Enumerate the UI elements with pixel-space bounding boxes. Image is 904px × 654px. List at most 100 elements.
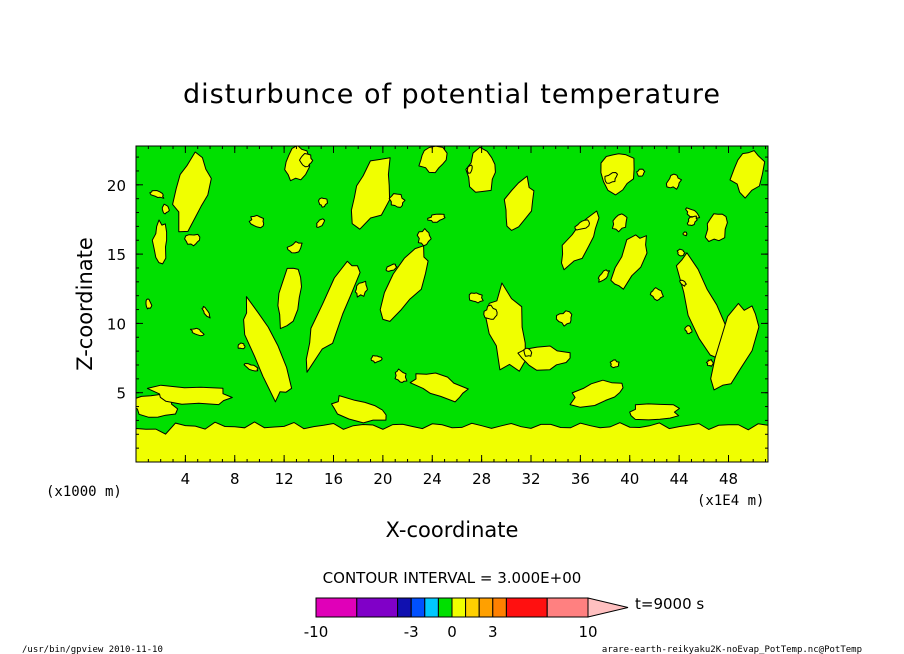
anomaly-region — [485, 282, 526, 372]
y-unit-label: (x1000 m) — [46, 484, 122, 500]
anomaly-region — [184, 233, 201, 247]
x-tick-label: 44 — [670, 470, 689, 488]
colorbar-tick-label: 3 — [488, 623, 498, 641]
anomaly-region — [427, 213, 446, 223]
x-tick-label: 12 — [275, 470, 294, 488]
anomaly-region — [394, 368, 408, 383]
anomaly-region — [189, 327, 205, 337]
anomaly-region — [243, 296, 293, 403]
anomaly-region — [597, 269, 610, 283]
anomaly-region — [416, 228, 432, 247]
anomaly-region — [483, 304, 498, 320]
anomaly-region — [299, 153, 314, 168]
y-axis: 5 10 15 20 — [107, 156, 768, 449]
anomaly-region — [609, 359, 620, 369]
x-tick-label: 40 — [620, 470, 639, 488]
anomaly-region — [682, 231, 688, 237]
anomaly-region — [161, 203, 170, 215]
colorbar-extend-arrow — [587, 597, 629, 618]
anomaly-region — [665, 173, 682, 190]
x-axis-label: X-coordinate — [386, 518, 519, 542]
anomaly-region — [676, 248, 686, 257]
anomaly-region — [354, 280, 368, 298]
colorbar-segment — [315, 597, 358, 618]
footer-right: arare-earth-reikyaku2K-noEvap_PotTemp.nc… — [602, 645, 862, 654]
positive-anomaly-regions — [136, 146, 768, 462]
colorbar-segment — [451, 597, 467, 618]
x-tick-label: 16 — [324, 470, 343, 488]
anomaly-region — [305, 260, 361, 373]
anomaly-region — [636, 168, 646, 177]
y-axis-label: Z-coordinate — [73, 237, 97, 371]
anomaly-region — [465, 146, 496, 193]
x-axis: 4 8 12 16 20 24 28 32 36 40 44 48 — [147, 146, 767, 488]
time-label: t=9000 s — [635, 595, 704, 613]
anomaly-region — [409, 372, 469, 403]
colorbar-tick-label: -3 — [404, 623, 419, 641]
x-tick-label: 8 — [230, 470, 240, 488]
anomaly-region — [523, 347, 533, 357]
anomaly-region — [468, 292, 484, 304]
anomaly-region — [705, 359, 714, 367]
anomaly-region — [561, 210, 600, 271]
anomaly-region — [555, 310, 573, 327]
anomaly-region — [574, 219, 590, 231]
anomaly-region — [503, 175, 535, 231]
x-unit-label: (x1E4 m) — [697, 493, 764, 509]
plot-frame — [135, 145, 769, 463]
anomaly-region — [350, 157, 391, 230]
anomaly-region — [379, 245, 429, 322]
anomaly-region — [146, 384, 233, 406]
colorbar-segment — [465, 597, 480, 618]
colorbar-segment — [492, 597, 507, 618]
x-tick-label: 4 — [181, 470, 191, 488]
x-tick-label: 24 — [423, 470, 442, 488]
anomaly-region — [466, 164, 473, 174]
anomaly-region — [151, 219, 168, 265]
anomaly-region — [418, 146, 448, 174]
anomaly-region — [243, 363, 259, 372]
anomaly-region — [201, 305, 211, 319]
anomaly-region — [686, 215, 698, 226]
contour-interval-label: CONTOUR INTERVAL = 3.000E+00 — [323, 569, 582, 587]
anomaly-region — [729, 150, 766, 199]
anomaly-region — [684, 325, 693, 335]
y-tick-label: 10 — [107, 315, 126, 333]
anomaly-region — [286, 241, 303, 254]
anomaly-region — [277, 267, 302, 330]
colorbar-segment — [424, 597, 439, 618]
anomaly-region — [649, 287, 664, 302]
x-tick-label: 36 — [571, 470, 590, 488]
colorbar-segment — [505, 597, 548, 618]
anomaly-region — [331, 395, 387, 424]
colorbar-tick-label: 0 — [447, 623, 457, 641]
anomaly-region — [611, 213, 628, 233]
anomaly-region — [704, 213, 728, 242]
colorbar-tick-label: 10 — [578, 623, 597, 641]
anomaly-region — [248, 214, 265, 229]
x-tick-label: 20 — [373, 470, 392, 488]
colorbar-segment — [410, 597, 426, 618]
colorbar-segment — [397, 597, 412, 618]
y-tick-label: 5 — [116, 385, 126, 403]
y-tick-label: 15 — [107, 246, 126, 264]
y-tick-label: 20 — [107, 177, 126, 195]
anomaly-region — [610, 234, 648, 290]
anomaly-region — [145, 298, 153, 310]
x-tick-label: 48 — [719, 470, 738, 488]
anomaly-region — [172, 151, 212, 233]
anomaly-region — [318, 197, 328, 208]
anomaly-region — [569, 379, 624, 408]
colorbar: -10 -3 0 3 10 — [304, 597, 629, 641]
surface-warm-layer — [136, 421, 768, 462]
anomaly-region — [370, 355, 383, 364]
colorbar-segment — [478, 597, 494, 618]
plot-area — [135, 145, 769, 463]
anomaly-region — [149, 190, 165, 199]
footer-left: /usr/bin/gpview 2010-11-10 — [22, 645, 163, 654]
anomaly-region — [388, 193, 406, 208]
x-tick-label: 32 — [521, 470, 540, 488]
anomaly-region — [604, 172, 618, 184]
anomaly-region — [316, 218, 326, 228]
